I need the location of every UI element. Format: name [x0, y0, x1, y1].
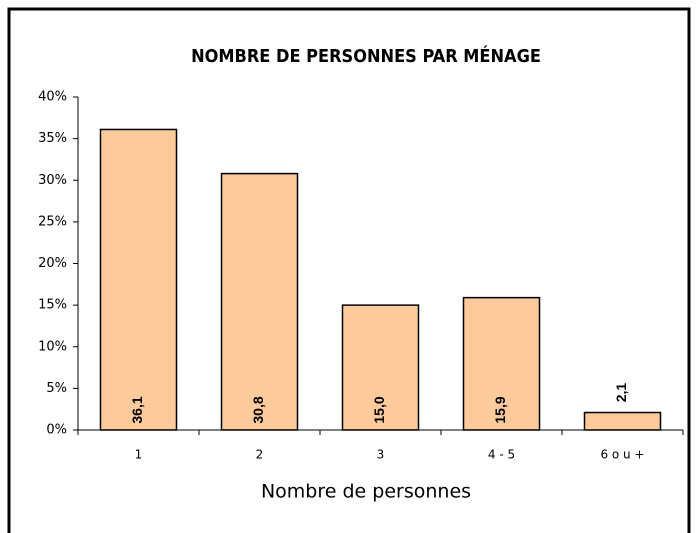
y-tick-label: 0% — [46, 423, 67, 438]
x-tick-label: 2 — [256, 448, 264, 462]
x-tick-label: 1 — [135, 448, 143, 462]
x-tick-label: 6 o u + — [600, 448, 644, 462]
bar — [99, 128, 178, 431]
value-label: 2,1 — [613, 383, 629, 403]
y-tick-label: 10% — [38, 339, 67, 354]
x-tick-label: 4 - 5 — [488, 448, 515, 462]
y-tick-label: 5% — [46, 381, 67, 396]
bar — [220, 172, 299, 431]
y-tick-label: 15% — [38, 298, 67, 313]
bar — [341, 304, 420, 431]
y-tick-label: 35% — [38, 131, 67, 146]
y-tick-label: 25% — [38, 214, 67, 229]
y-tick-label: 20% — [38, 256, 67, 271]
frame — [7, 7, 691, 533]
value-label: 15,0 — [371, 396, 387, 423]
value-label: 36,1 — [129, 396, 145, 423]
y-tick-label: 40% — [38, 90, 67, 105]
value-label: 30,8 — [250, 396, 266, 423]
bar — [583, 411, 662, 431]
value-label: 15,9 — [492, 396, 508, 423]
chart-title: NOMBRE DE PERSONNES PAR MÉNAGE — [191, 45, 541, 67]
y-tick-label: 30% — [38, 173, 67, 188]
bar — [462, 296, 541, 431]
x-tick-label: 3 — [377, 448, 385, 462]
x-axis-title: Nombre de personnes — [261, 481, 471, 503]
